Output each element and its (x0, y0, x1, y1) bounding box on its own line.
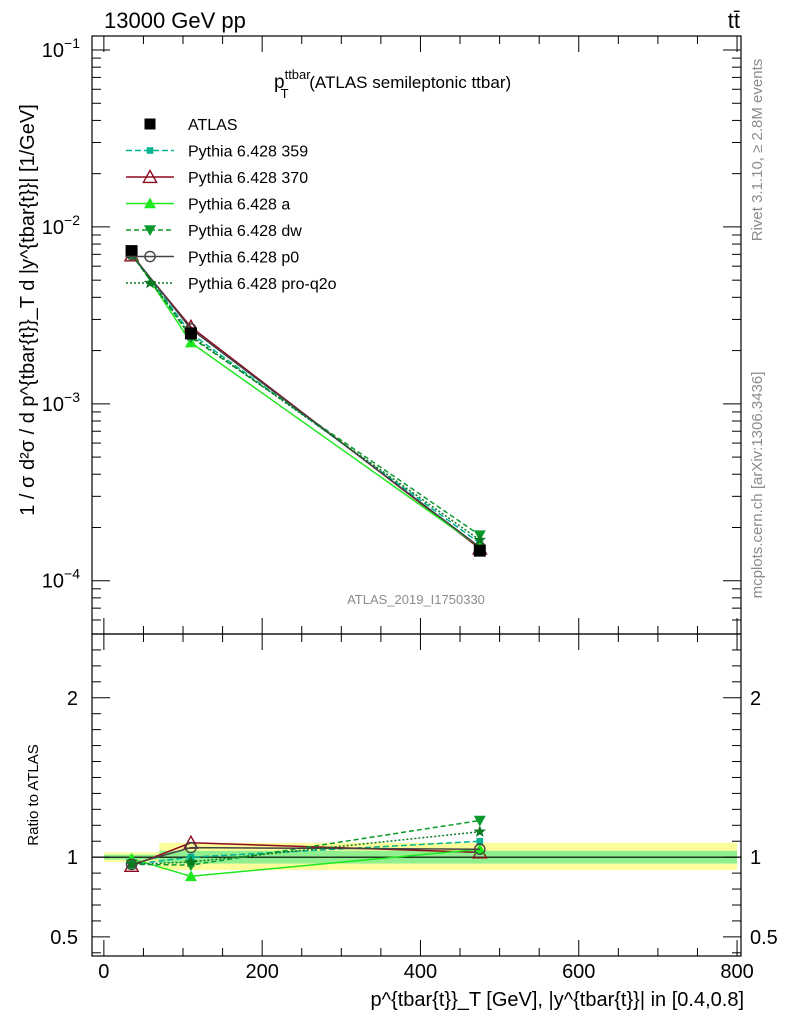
legend-label: Pythia 6.428 pro-q2o (188, 276, 337, 293)
ratio-point (476, 837, 484, 845)
legend-label: Pythia 6.428 p0 (188, 250, 299, 267)
ratio-y-tick-label-left: 1 (67, 847, 78, 869)
legend-marker (143, 276, 157, 289)
ratio-y-tick-label-left: 0.5 (50, 927, 78, 949)
x-tick-label: 800 (720, 961, 753, 983)
plot-title: pttbar T (ATLAS semileptonic ttbar) (274, 67, 511, 101)
legend-label: Pythia 6.428 359 (188, 144, 308, 161)
legend-marker (146, 147, 154, 154)
title-sub: T (281, 86, 289, 101)
data-point (184, 327, 197, 340)
legend-entry: Pythia 6.428 p0 (126, 250, 299, 267)
legend-entry: Pythia 6.428 370 (126, 168, 308, 187)
legend-entry: ATLAS (144, 117, 238, 134)
ratio-point (473, 825, 487, 837)
ratio-point (185, 841, 197, 854)
legend-entry: Pythia 6.428 dw (126, 223, 302, 240)
main-y-axis-label: 1 / σ d²σ / d p^{tbar{t}}_T d |y^{tbar{t… (17, 104, 39, 516)
ratio-plot-frame (91, 633, 742, 957)
x-tick-label: 0 (98, 961, 109, 983)
header-right: tt̄ (728, 8, 740, 33)
x-tick-label: 400 (404, 961, 437, 983)
y-tick-label: 10−4 (42, 566, 80, 593)
y-tick-label: 10−3 (42, 389, 80, 416)
ratio-y-tick-label-right: 2 (750, 688, 761, 710)
title-sup: ttbar (285, 67, 312, 82)
ratio-series-pythia-6-428-pro-q2o (125, 825, 487, 870)
header-left: 13000 GeV pp (104, 8, 246, 33)
ratio-y-axis-label: Ratio to ATLAS (25, 744, 42, 845)
ratio-series (123, 815, 488, 882)
series-line (130, 253, 481, 536)
y-tick-label: 10−2 (42, 212, 80, 239)
ratio-point (474, 843, 486, 855)
ratio-point (123, 857, 140, 873)
analysis-watermark: ATLAS_2019_I1750330 (347, 592, 485, 607)
ratio-point (473, 815, 486, 827)
ratio-point (184, 870, 197, 882)
legend-label: Pythia 6.428 370 (188, 170, 308, 187)
mcplots-label: mcplots.cern.ch [arXiv:1306.3436] (749, 372, 766, 599)
legend: ATLAS Pythia 6.428 359 Pythia 6.428 370 Pyt… (126, 117, 337, 293)
legend-marker (144, 118, 156, 130)
legend-marker (144, 250, 156, 263)
ratio-ticks: 0.5 0.5 1 1 2 2 0 200 400 600 800 (50, 634, 778, 983)
legend-label: Pythia 6.428 dw (188, 223, 302, 240)
main-y-ticks: 10−1 10−2 10−3 10−4 (42, 35, 741, 635)
legend-marker (142, 168, 158, 184)
ratio-point (184, 860, 197, 872)
series-pythia-6-428-p0 (125, 248, 486, 553)
title-rest: (ATLAS semileptonic ttbar) (305, 73, 512, 92)
title-main: p (274, 72, 285, 93)
x-tick-label: 200 (245, 961, 278, 983)
series-line (131, 253, 481, 548)
ratio-y-tick-label-left: 2 (67, 688, 78, 710)
ratio-point (473, 843, 486, 854)
legend-entry: Pythia 6.428 pro-q2o (126, 276, 337, 293)
data-point (473, 533, 487, 546)
legend-label: Pythia 6.428 a (188, 197, 290, 214)
y-tick-label: 10−1 (42, 35, 80, 62)
rivet-version-label: Rivet 3.1.10, ≥ 2.8M events (749, 59, 766, 242)
legend-marker (144, 197, 156, 209)
x-tick-label: 600 (562, 961, 595, 983)
ratio-point (125, 857, 138, 870)
legend-label: ATLAS (188, 117, 238, 134)
series-line (130, 251, 481, 548)
x-axis-label: p^{tbar{t}}_T [GeV], |y^{tbar{t}}| in [0… (371, 989, 745, 1011)
data-point (473, 544, 486, 557)
ratio-line (131, 846, 480, 866)
ratio-y-tick-label-right: 1 (750, 847, 761, 869)
series-line (130, 253, 481, 544)
series-line (130, 253, 481, 541)
legend-entry: Pythia 6.428 a (126, 197, 290, 214)
legend-entry: Pythia 6.428 359 (126, 144, 308, 161)
series-pythia-6-428-dw (125, 249, 486, 542)
ratio-point (184, 855, 198, 868)
ratio-y-tick-label-right: 0.5 (750, 927, 778, 949)
series-atlas (125, 245, 486, 557)
ratio-line (131, 830, 480, 866)
series-pythia-6-428-359 (128, 251, 484, 547)
ratio-panel: 0.5 0.5 1 1 2 2 0 200 400 600 800 (50, 633, 778, 983)
data-point (125, 245, 138, 258)
legend-marker (144, 225, 156, 236)
